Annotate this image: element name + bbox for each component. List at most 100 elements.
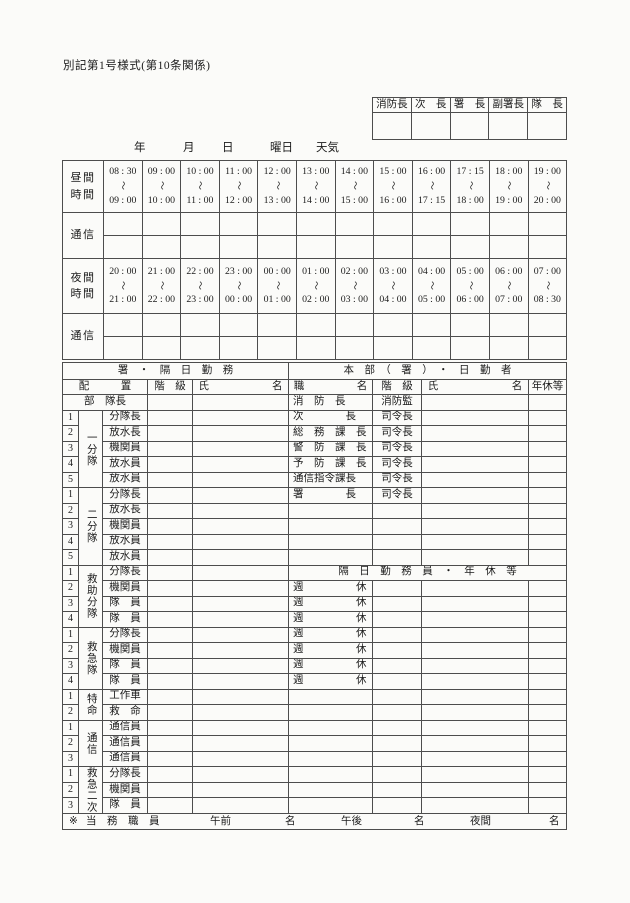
rank-entry-cell — [147, 502, 193, 519]
wave-separator-icon: 〜 — [542, 280, 553, 290]
seq-cell: 4 — [62, 456, 79, 473]
wave-separator-icon: 〜 — [349, 181, 360, 191]
daytime-label: 昼間 時間 — [62, 160, 104, 213]
role-cell: 工作車 — [102, 688, 148, 705]
comm-entry-cell — [257, 313, 297, 337]
comm-entry-cell — [103, 313, 143, 337]
roster-table: 署 ・ 隔 日 勤 務 本 部 （ 署 ） ・ 日 勤 者 配 置 階 級 氏 … — [61, 362, 568, 830]
rank-entry-cell — [372, 502, 423, 519]
time-end: 19 : 00 — [495, 194, 523, 206]
comm-entry-cell — [103, 336, 143, 360]
roster-row: 1 二分隊 分隊長 署 長司令長 — [62, 487, 568, 566]
name-entry-cell — [421, 719, 530, 736]
name-entry-cell — [421, 766, 530, 783]
rank-entry-cell — [147, 735, 193, 752]
time-end: 04 : 00 — [379, 294, 407, 306]
approval-label-station-chief: 署 長 — [449, 97, 490, 113]
approval-stamp-cell — [449, 112, 490, 140]
wave-separator-icon: 〜 — [465, 181, 476, 191]
role-cell: 通信員 — [102, 719, 148, 736]
role-cell: 放水長 — [102, 502, 148, 519]
leave-entry-cell — [528, 750, 568, 767]
time-start: 10 : 00 — [186, 166, 214, 178]
role-cell: 放水長 — [102, 425, 148, 442]
rank-entry-cell — [372, 688, 423, 705]
year-label: 年 — [134, 142, 146, 154]
name-entry-cell — [421, 394, 530, 411]
comm-entry-cell — [488, 212, 529, 236]
time-start: 03 : 00 — [379, 265, 407, 277]
time-end: 20 : 00 — [533, 194, 561, 206]
comm-entry-cell — [527, 313, 568, 337]
name-entry-cell — [421, 750, 530, 767]
name-entry-cell — [191, 440, 290, 457]
leave-entry-cell — [528, 425, 568, 442]
role-cell: 放水員 — [102, 456, 148, 473]
time-slot: 14 : 00 〜 15 : 00 — [334, 160, 375, 213]
rank-entry-cell — [372, 657, 423, 674]
time-start: 13 : 00 — [302, 166, 330, 178]
leave-entry-cell — [528, 704, 568, 721]
time-slot: 12 : 00 〜 13 : 00 — [257, 160, 297, 213]
time-start: 00 : 00 — [263, 265, 291, 277]
time-end: 22 : 00 — [147, 294, 175, 306]
wave-separator-icon: 〜 — [118, 181, 129, 191]
role-cell: 機関員 — [102, 518, 148, 535]
rank-entry-cell — [147, 750, 193, 767]
rank-entry-cell — [147, 766, 193, 783]
time-start: 04 : 00 — [417, 265, 446, 277]
post-entry-cell — [288, 688, 374, 705]
approval-stamp-table: 消防長 次 長 署 長 副署長 隊 長 — [372, 97, 567, 140]
rank-entry-cell — [372, 750, 423, 767]
rank-entry-cell — [147, 549, 193, 566]
name-entry-cell — [191, 564, 290, 581]
weekly-rest-label: 週 休 — [288, 657, 374, 674]
name-entry-cell — [191, 394, 290, 411]
morning-count-unit: 名 — [285, 816, 296, 827]
wave-separator-icon: 〜 — [388, 280, 399, 290]
seq-cell: 2 — [62, 502, 79, 519]
role-cell: 隊 員 — [102, 673, 148, 690]
seq-cell: 2 — [62, 425, 79, 442]
name-entry-cell — [191, 502, 290, 519]
role-cell: 分隊長 — [102, 564, 148, 581]
name-entry-cell — [421, 704, 530, 721]
wave-separator-icon: 〜 — [504, 280, 515, 290]
unit-label: 一分隊 — [78, 409, 103, 488]
rank-entry-cell — [147, 611, 193, 628]
rank-entry-cell — [147, 626, 193, 643]
name-entry-cell — [421, 487, 530, 504]
name-entry-cell — [191, 611, 290, 628]
approval-stamp-row — [372, 112, 567, 140]
weekly-rest-label: 週 休 — [288, 611, 374, 628]
roster-row: 2 放水長 — [62, 502, 568, 519]
roster-row: 1 一分隊 分隊長 次 長司令長 — [62, 409, 568, 488]
time-slot: 01 : 00 〜 02 : 00 — [295, 258, 336, 314]
leave-entry-cell — [528, 502, 568, 519]
roster-row: 1 救助分隊 分隊長 隔 日 勤 務 員 ・ 年 休 等 — [62, 564, 568, 628]
time-end: 18 : 00 — [456, 194, 484, 206]
wave-separator-icon: 〜 — [465, 280, 476, 290]
rank-entry-cell — [372, 781, 423, 799]
leave-entry-cell — [528, 549, 568, 566]
leave-entry-cell — [528, 518, 568, 535]
comm-row: 通信 — [62, 313, 568, 360]
roster-row: 2 機関員 週 休 — [62, 642, 568, 659]
rank-entry-cell — [147, 487, 193, 504]
name-entry-cell — [191, 595, 290, 612]
role-cell: 機関員 — [102, 440, 148, 457]
rank-entry-cell — [372, 719, 423, 736]
name-entry-cell — [421, 502, 530, 519]
seq-cell: 1 — [62, 766, 79, 783]
approval-stamp-cell — [527, 112, 567, 140]
approval-label-row: 消防長 次 長 署 長 副署長 隊 長 — [372, 97, 567, 113]
weekly-rest-label: 週 休 — [288, 642, 374, 659]
afternoon-count-unit: 名 — [414, 816, 425, 827]
rank-entry-cell — [372, 611, 423, 628]
comm-entry-cell — [141, 212, 182, 236]
roster-row: 部 隊長 消 防 長消防監 — [62, 394, 568, 411]
rank-entry-cell — [147, 425, 193, 442]
seq-cell: 1 — [62, 688, 79, 705]
official-rank: 司令長 — [372, 487, 423, 504]
rank-entry-cell — [372, 673, 423, 690]
